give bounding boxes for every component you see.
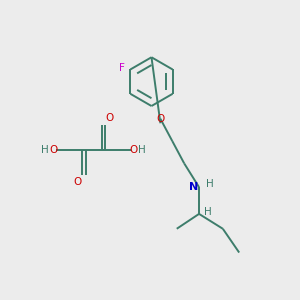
Text: H: H [204, 206, 212, 217]
Text: O: O [106, 113, 114, 123]
Text: O: O [130, 145, 138, 155]
Text: H: H [138, 145, 146, 155]
Text: O: O [49, 145, 57, 155]
Text: N: N [189, 182, 198, 192]
Text: F: F [119, 63, 125, 73]
Text: H: H [206, 179, 214, 189]
Text: O: O [73, 177, 81, 187]
Text: O: O [156, 114, 164, 124]
Text: H: H [41, 145, 49, 155]
